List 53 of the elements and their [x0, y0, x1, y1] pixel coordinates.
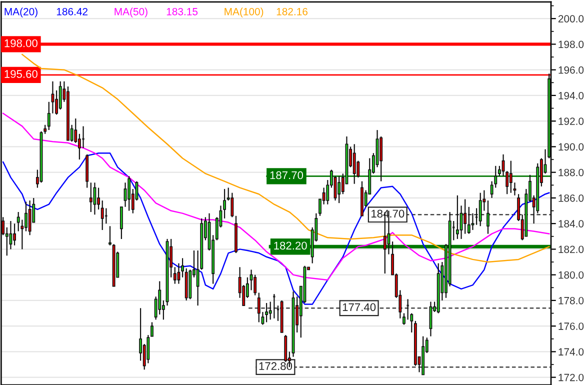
candlestick — [265, 302, 268, 323]
annotation: 182.16 — [276, 8, 308, 16]
text: MA(20) — [4, 8, 38, 18]
candlestick — [456, 194, 459, 240]
candlestick — [24, 201, 28, 232]
y-tick-label: 186.0 — [558, 194, 584, 202]
text: MA(50) — [114, 8, 148, 18]
ref-line-label: 195.60 — [4, 70, 38, 78]
y-tick-label: 192.0 — [558, 118, 584, 125]
candlestick — [58, 80, 62, 110]
y-tick-label: 184.0 — [558, 220, 584, 228]
candlestick — [128, 176, 131, 212]
y-tick-label: 172.0 — [558, 374, 584, 382]
y-tick-label: 190.0 — [558, 143, 584, 151]
y-tick-label: 196.0 — [558, 66, 584, 74]
y-tick-label: 174.0 — [558, 348, 584, 356]
candlestick — [100, 200, 104, 231]
candlestick — [158, 280, 162, 316]
ref-line-label: 177.40 — [342, 303, 376, 312]
candlestick — [478, 192, 482, 227]
y-tick-label: 178.0 — [558, 296, 584, 304]
y-tick-label: 176.0 — [558, 322, 584, 330]
ref-line-label: 198.00 — [4, 39, 38, 48]
candlestick — [108, 226, 112, 246]
candlestick — [89, 182, 92, 213]
y-tick-label: 180.0 — [558, 271, 584, 279]
ref-line-label: 187.70 — [270, 171, 304, 180]
candlestick — [509, 160, 512, 194]
candlestick — [173, 266, 176, 284]
candlestick — [467, 206, 470, 234]
candlestick — [464, 198, 467, 234]
y-tick-label: 198.0 — [558, 40, 584, 48]
candlestick — [338, 176, 341, 204]
candlestick — [28, 200, 32, 236]
ref-line-label: 172.80 — [259, 362, 292, 370]
annotation: 183.15 — [166, 8, 198, 16]
candlestick — [402, 312, 406, 326]
text: MA(100) — [224, 8, 264, 18]
candlestick — [97, 187, 100, 210]
y-tick-label: 188.0 — [558, 168, 584, 176]
y-tick-label: 200.0 — [558, 15, 584, 22]
ref-line-label: 182.20 — [274, 242, 307, 250]
candlestick — [13, 223, 16, 246]
y-tick-label: 194.0 — [558, 92, 584, 100]
line-series — [2, 112, 550, 281]
candlestick — [352, 144, 356, 184]
candlestick — [150, 322, 154, 337]
candlestick — [486, 200, 490, 234]
candlestick — [471, 212, 474, 231]
y-tick-label: 182.0 — [558, 246, 584, 254]
annotation: 186.42 — [56, 8, 88, 16]
candlestick — [257, 292, 260, 323]
line-series — [2, 152, 550, 305]
